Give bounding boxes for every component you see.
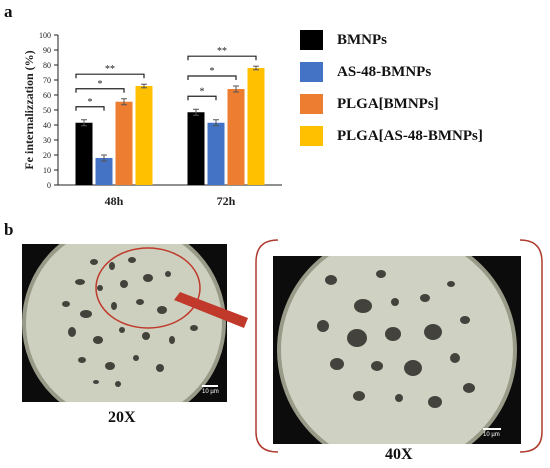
significance-label: * <box>98 79 103 90</box>
bar-1-1 <box>207 122 225 185</box>
scale-label-40x: 10 µm <box>483 432 500 438</box>
micrograph-40x: 10 µm <box>273 256 521 444</box>
micrograph-20x: 10 µm <box>22 244 227 402</box>
significance-bracket <box>75 73 145 79</box>
y-tick-label: 10 <box>43 166 51 175</box>
y-tick-label: 70 <box>43 76 51 85</box>
bar-chart: 0 10 20 30 40 50 60 70 80 90 100 Fe internalizzatio… <box>22 31 282 208</box>
panel-a-label: a <box>4 2 13 21</box>
bar-2-0 <box>115 101 133 185</box>
significance-bracket <box>75 88 125 93</box>
legend-label-as48-bmnps: AS-48-BMNPs <box>337 63 432 80</box>
significance-label: ** <box>105 64 115 75</box>
significance-label: ** <box>217 46 227 57</box>
significance-bracket <box>75 106 105 111</box>
legend-label-plga-bmnps: PLGA[BMNPs] <box>337 95 439 112</box>
legend-item-plga-as48-bmnps: PLGA[AS-48-BMNPs] <box>300 126 483 146</box>
panel-b-label: b <box>4 220 14 239</box>
legend-swatch-as48-bmnps <box>300 62 323 82</box>
legend-label-bmnps: BMNPs <box>337 31 387 48</box>
y-tick-label: 90 <box>43 46 51 55</box>
y-tick-label: 60 <box>43 91 51 100</box>
y-tick-label: 100 <box>39 31 51 40</box>
significance-label: * <box>88 97 93 108</box>
y-tick-label: 50 <box>43 106 51 115</box>
significance-bracket <box>187 95 217 101</box>
scale-bar-20x <box>202 385 218 387</box>
legend-swatch-plga-bmnps <box>300 94 323 114</box>
significance-bracket <box>187 55 257 61</box>
y-tick-label: 0 <box>47 181 51 190</box>
bar-3-0 <box>135 86 153 185</box>
x-tick-label: 48h <box>105 194 124 208</box>
significance-label: * <box>210 66 215 77</box>
y-axis-label: Fe internalizzation (%) <box>22 50 36 169</box>
bar-2-1 <box>227 89 245 185</box>
legend-swatch-bmnps <box>300 30 323 50</box>
legend-item-as48-bmnps: AS-48-BMNPs <box>300 62 431 82</box>
legend-label-plga-as48-bmnps: PLGA[AS-48-BMNPs] <box>337 127 483 144</box>
caption-40x: 40X <box>385 446 413 463</box>
x-tick-label: 72h <box>217 194 236 208</box>
bar-0-0 <box>75 122 93 185</box>
micrograph-40x-field <box>277 256 517 444</box>
scale-label-20x: 10 µm <box>202 389 219 395</box>
scale-bar-40x <box>483 428 501 430</box>
y-tick-label: 30 <box>43 136 51 145</box>
legend-swatch-plga-as48-bmnps <box>300 126 323 146</box>
significance-label: * <box>200 86 205 97</box>
legend-item-plga-bmnps: PLGA[BMNPs] <box>300 94 439 114</box>
y-tick-label: 40 <box>43 121 51 130</box>
significance-bracket <box>187 75 237 80</box>
caption-20x: 20X <box>108 409 136 426</box>
y-tick-label: 80 <box>43 61 51 70</box>
bar-1-0 <box>95 158 113 185</box>
bar-3-1 <box>247 68 265 185</box>
y-tick-label: 20 <box>43 151 51 160</box>
bar-0-1 <box>187 112 205 185</box>
micrograph-20x-field <box>22 244 226 402</box>
legend-item-bmnps: BMNPs <box>300 30 387 50</box>
